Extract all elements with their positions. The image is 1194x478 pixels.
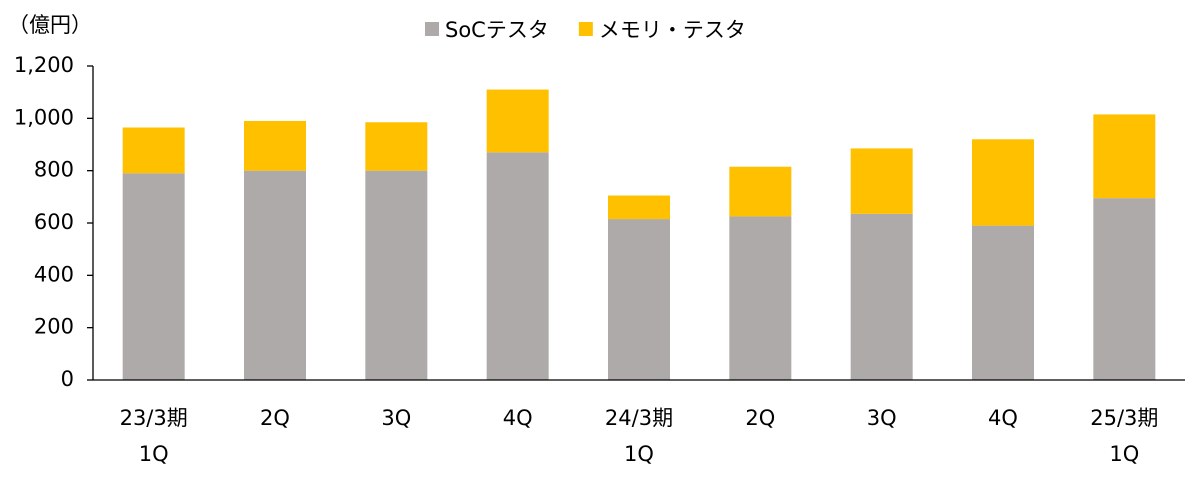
x-tick-label: 2Q: [260, 406, 290, 430]
bar-segment: [972, 225, 1034, 380]
bar-segment: [244, 120, 306, 171]
y-tick-label: 400: [34, 262, 74, 286]
legend-swatch: [578, 22, 593, 36]
x-tick-label: 25/3期 1Q: [1090, 406, 1158, 466]
y-tick-label: 1,000: [14, 105, 74, 129]
y-tick-label: 200: [34, 315, 74, 339]
x-tick-label: 3Q: [381, 406, 411, 430]
y-tick-label: 600: [34, 210, 74, 234]
y-axis-label: （億円）: [8, 13, 92, 37]
bar-segment: [486, 89, 549, 153]
bar-segment: [122, 173, 185, 380]
bar-segment: [1093, 114, 1156, 199]
bar-segment: [608, 219, 670, 380]
bar-segment: [608, 195, 670, 220]
bar-segment: [1093, 198, 1156, 380]
bar-segment: [729, 166, 792, 217]
x-tick-label: 3Q: [867, 406, 897, 430]
x-tick-label: 4Q: [503, 406, 533, 430]
bar-segment: [850, 148, 913, 214]
y-tick-label: 1,200: [14, 53, 74, 77]
x-tick-label: 23/3期 1Q: [120, 406, 188, 466]
bar-segment: [244, 170, 306, 380]
legend-swatch: [425, 22, 439, 36]
x-tick-label: 2Q: [745, 406, 775, 430]
bar-segment: [365, 170, 428, 380]
bar-segment: [122, 127, 185, 174]
x-tick-label: 24/3期 1Q: [605, 406, 673, 466]
y-tick-label: 800: [34, 158, 74, 182]
y-tick-label: 0: [61, 367, 74, 391]
legend-label: SoCテスタ: [445, 18, 549, 42]
bar-segment: [729, 216, 792, 380]
bar-segment: [486, 152, 549, 380]
bar-segment: [365, 122, 428, 171]
bar-segment: [972, 139, 1034, 226]
bar-segment: [850, 213, 913, 380]
x-tick-label: 4Q: [988, 406, 1018, 430]
legend-label: メモリ・テスタ: [599, 18, 746, 42]
